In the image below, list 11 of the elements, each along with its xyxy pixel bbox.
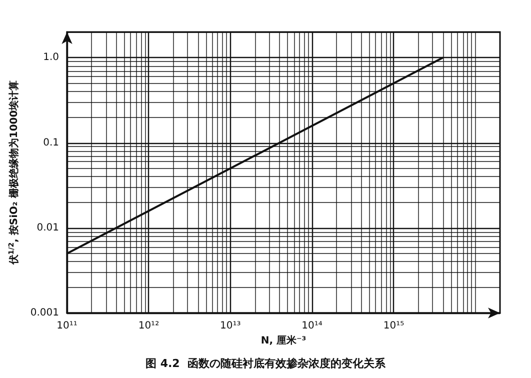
x-tick-label: 10¹²	[138, 320, 160, 332]
x-tick-label: 10¹⁵	[383, 320, 404, 332]
y-tick-label: 0.001	[30, 308, 60, 318]
text: 图 4.2 函数の随硅衬底有效掺杂浓度的变化关系	[146, 357, 386, 370]
y-tick-label: 0.01	[36, 222, 60, 234]
x-tick-label: 10¹¹	[56, 320, 78, 332]
x-tick-label: 10¹³	[220, 320, 241, 332]
x-axis-title: N, 厘米⁻³	[260, 334, 306, 346]
y-tick-label: 0.1	[43, 137, 60, 148]
x-tick-label: 10¹⁴	[302, 320, 322, 332]
y-tick-label: 1.0	[43, 52, 60, 64]
